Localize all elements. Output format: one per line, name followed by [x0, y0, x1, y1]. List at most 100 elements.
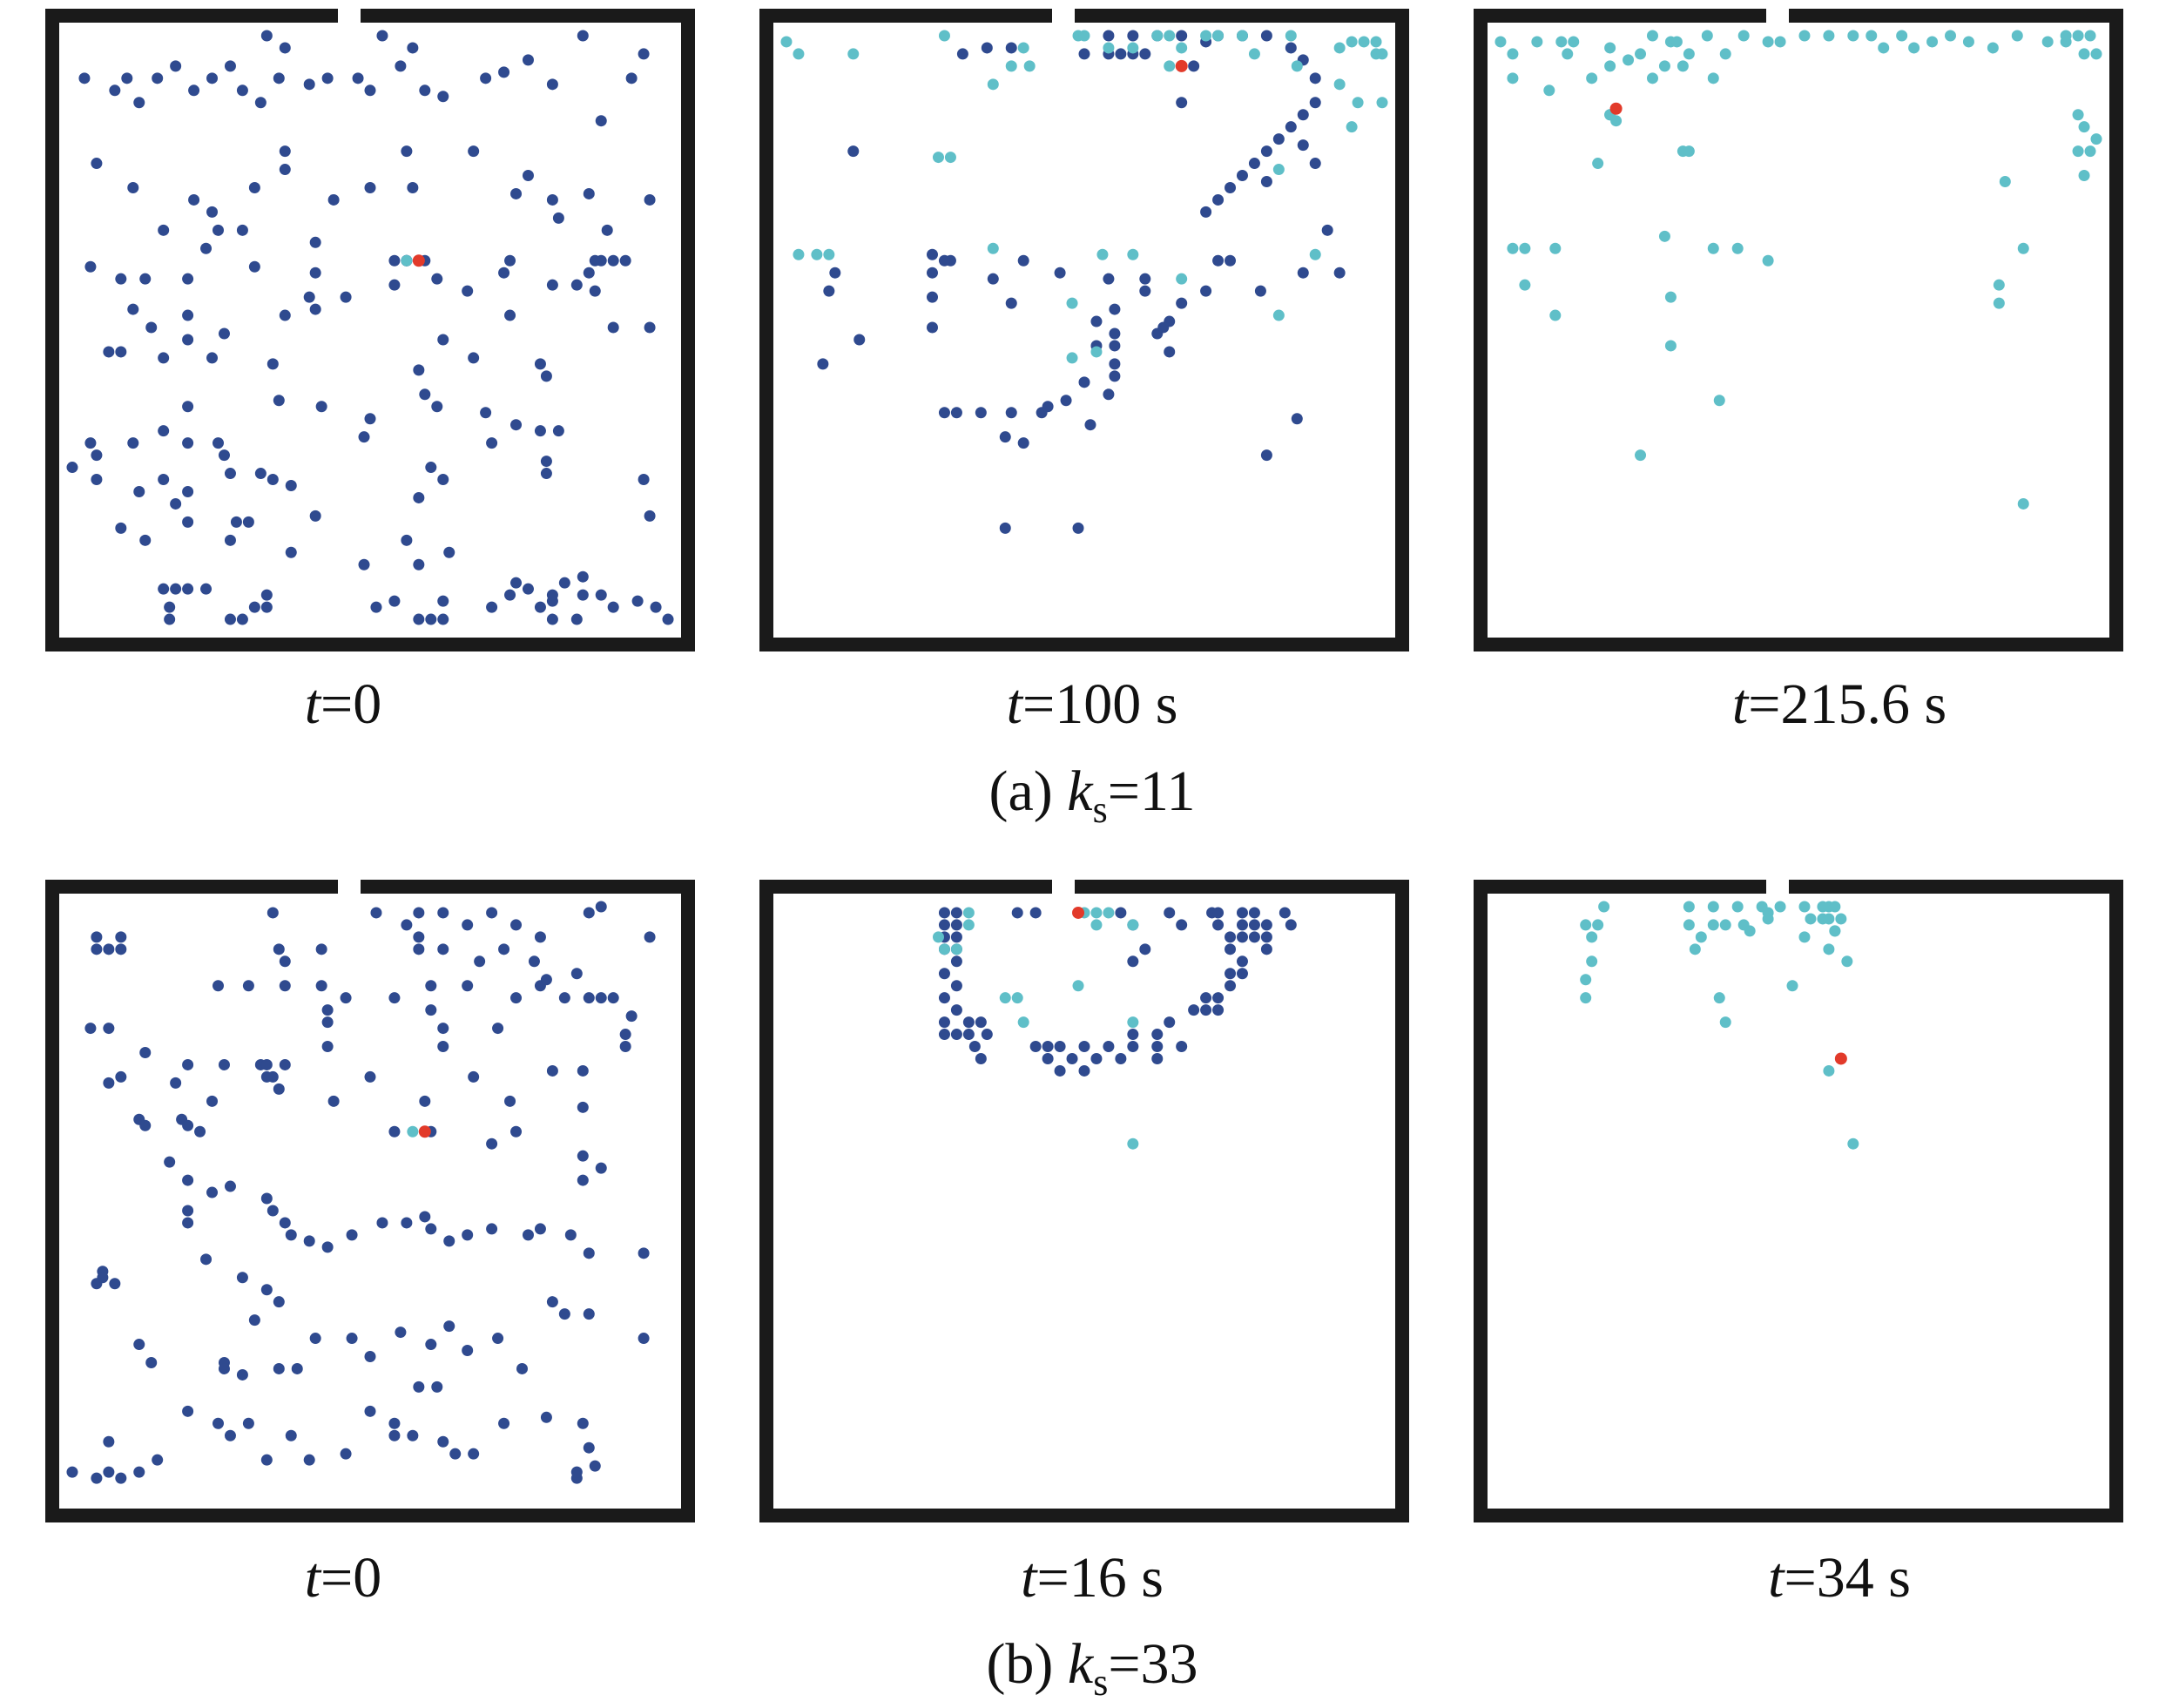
agent-unaware [1260, 931, 1272, 943]
agent-aware [1103, 907, 1115, 919]
agent-unaware [1212, 193, 1225, 206]
agent-unaware [486, 1138, 498, 1150]
agent-unaware [1176, 30, 1188, 42]
agent-unaware [486, 437, 498, 449]
exit-door [1052, 5, 1075, 28]
agent-unaware [1248, 907, 1260, 919]
agent-aware [1695, 931, 1707, 943]
agent-unaware [309, 267, 321, 279]
agent-aware [1586, 931, 1598, 943]
agent-unaware [182, 1058, 194, 1070]
agent-unaware [267, 1205, 279, 1217]
agent-unaware [285, 1229, 297, 1241]
agent-unaware [522, 583, 534, 595]
agent-unaware [522, 54, 534, 66]
agent-unaware [273, 1083, 285, 1095]
agent-aware [1658, 60, 1670, 72]
agent-unaware [103, 1023, 115, 1035]
agent-aware [944, 152, 956, 164]
agent-unaware [267, 474, 279, 486]
agent-unaware [540, 1411, 552, 1423]
agent-unaware [182, 309, 194, 321]
agent-unaware [260, 1070, 273, 1083]
row-a: t=0 t=100 s t=215.6 s (a) ks=11 [45, 5, 2123, 831]
agent-aware [950, 943, 962, 955]
agent-unaware [401, 1217, 413, 1229]
agent-unaware [950, 1029, 962, 1041]
agent-unaware [468, 1070, 480, 1083]
agent-unaware [358, 558, 370, 570]
agent-unaware [583, 1247, 595, 1259]
agent-unaware [230, 516, 242, 528]
agent-unaware [1291, 413, 1303, 425]
agent-unaware [583, 267, 595, 279]
agent-aware [987, 78, 999, 91]
agent-unaware [546, 279, 558, 291]
agent-unaware [595, 254, 607, 267]
agent-aware [1762, 913, 1774, 925]
agent-unaware [419, 84, 431, 97]
agent-aware [1346, 121, 1358, 133]
agent-unaware [182, 401, 194, 413]
agent-unaware [474, 955, 486, 968]
agent-aware [2078, 121, 2090, 133]
agent-unaware [1248, 158, 1260, 170]
agent-unaware [1109, 327, 1121, 340]
agent-unaware [1054, 267, 1066, 279]
agent-unaware [1176, 297, 1188, 309]
agent-unaware [170, 60, 182, 72]
agent-unaware [388, 1429, 401, 1441]
agent-unaware [218, 449, 230, 462]
room-walls [1474, 880, 2123, 1522]
agent-aware [1507, 48, 1519, 60]
agent-unaware [546, 1296, 558, 1308]
room-walls [759, 9, 1409, 651]
agent-aware [1926, 36, 1939, 48]
agent-unaware [224, 1180, 236, 1192]
agent-unaware [589, 1460, 601, 1472]
agent-unaware [425, 1223, 437, 1235]
agent-aware [823, 248, 835, 260]
agent-unaware [91, 1472, 103, 1484]
time-label-a-1: t=0 [305, 672, 382, 736]
agent-unaware [540, 974, 552, 986]
agent-unaware [486, 1223, 498, 1235]
agent-unaware [224, 1429, 236, 1441]
agent-unaware [607, 254, 619, 267]
agent-unaware [504, 254, 516, 267]
agent-unaware [504, 1095, 516, 1107]
agent-unaware [273, 943, 285, 955]
agent-aware [1689, 943, 1701, 955]
agent-unaware [1176, 1041, 1188, 1053]
agent-unaware [595, 1162, 607, 1174]
agent-aware [1176, 273, 1188, 285]
agent-unaware [182, 516, 194, 528]
agent-unaware [115, 273, 127, 285]
agent-aware [1993, 297, 2005, 309]
agent-unaware [1157, 321, 1170, 334]
agent-unaware [1109, 358, 1121, 370]
agent-aware [1707, 242, 1719, 254]
agent-unaware [248, 181, 260, 193]
agent-unaware [248, 601, 260, 613]
agent-unaware [1078, 48, 1090, 60]
agent-unaware [1248, 919, 1260, 931]
agent-unaware [1279, 907, 1291, 919]
agent-unaware [152, 1454, 164, 1466]
agent-aware [1707, 901, 1719, 913]
agent-unaware [340, 992, 352, 1004]
agent-unaware [570, 613, 583, 625]
agent-aware [1713, 992, 1725, 1004]
agent-unaware [950, 407, 962, 419]
agent-unaware [413, 613, 425, 625]
agent-unaware [279, 164, 291, 176]
agent-aware [1164, 30, 1176, 42]
agent-unaware [1109, 340, 1121, 352]
agent-unaware [170, 497, 182, 510]
agent-unaware [388, 992, 401, 1004]
agent-unaware [254, 97, 267, 109]
agent-unaware [425, 613, 437, 625]
agent-unaware [1212, 254, 1225, 267]
agent-aware [1731, 901, 1744, 913]
agent-unaware [1151, 1052, 1164, 1064]
